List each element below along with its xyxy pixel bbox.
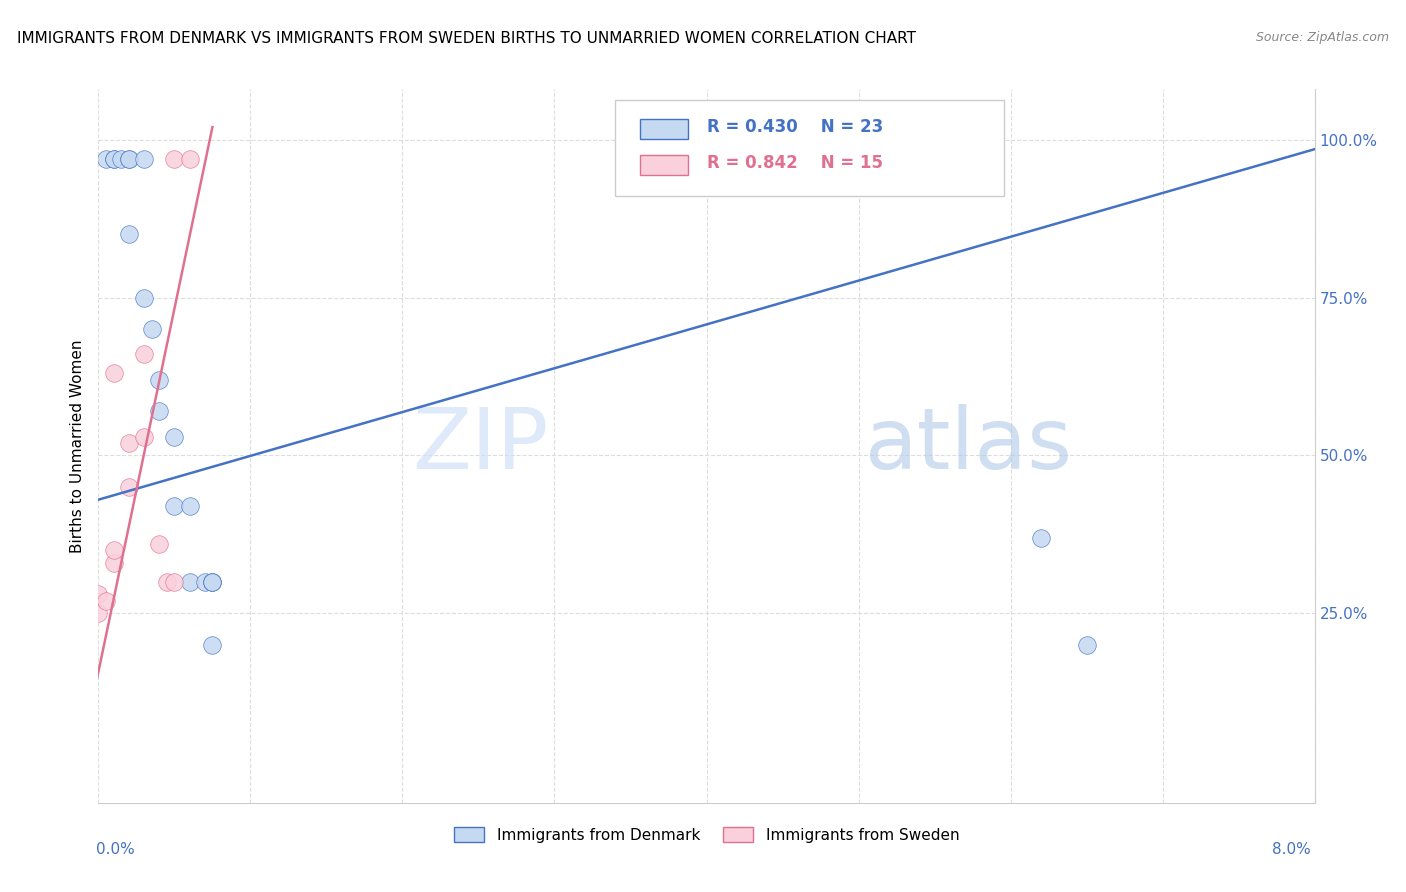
Bar bbox=[640, 155, 689, 175]
Point bbox=[163, 429, 186, 443]
Y-axis label: Births to Unmarried Women: Births to Unmarried Women bbox=[69, 339, 84, 553]
Point bbox=[103, 152, 125, 166]
FancyBboxPatch shape bbox=[616, 100, 1004, 196]
Point bbox=[87, 587, 110, 601]
Text: Source: ZipAtlas.com: Source: ZipAtlas.com bbox=[1256, 31, 1389, 45]
Text: ZIP: ZIP bbox=[412, 404, 548, 488]
Point bbox=[141, 322, 163, 336]
Point bbox=[118, 435, 141, 450]
Point bbox=[110, 152, 132, 166]
Point bbox=[201, 574, 224, 589]
Bar bbox=[640, 120, 689, 139]
Point bbox=[1029, 531, 1052, 545]
Point bbox=[103, 543, 125, 558]
Point bbox=[118, 480, 141, 494]
Point bbox=[103, 152, 125, 166]
Point bbox=[179, 152, 201, 166]
Text: 8.0%: 8.0% bbox=[1271, 842, 1310, 856]
Point bbox=[132, 152, 155, 166]
Point bbox=[201, 574, 224, 589]
Point bbox=[156, 574, 179, 589]
Point bbox=[179, 499, 201, 513]
Point bbox=[132, 347, 155, 361]
Text: R = 0.842    N = 15: R = 0.842 N = 15 bbox=[707, 154, 883, 172]
Point bbox=[94, 152, 117, 166]
Point bbox=[201, 638, 224, 652]
Point bbox=[163, 574, 186, 589]
Legend: Immigrants from Denmark, Immigrants from Sweden: Immigrants from Denmark, Immigrants from… bbox=[447, 821, 966, 848]
Point bbox=[148, 537, 170, 551]
Point bbox=[201, 574, 224, 589]
Point bbox=[148, 404, 170, 418]
Point bbox=[132, 429, 155, 443]
Point bbox=[1076, 638, 1098, 652]
Point bbox=[118, 152, 141, 166]
Point bbox=[103, 367, 125, 381]
Point bbox=[103, 556, 125, 570]
Point bbox=[148, 373, 170, 387]
Point bbox=[118, 152, 141, 166]
Point bbox=[118, 227, 141, 242]
Text: IMMIGRANTS FROM DENMARK VS IMMIGRANTS FROM SWEDEN BIRTHS TO UNMARRIED WOMEN CORR: IMMIGRANTS FROM DENMARK VS IMMIGRANTS FR… bbox=[17, 31, 915, 46]
Point bbox=[179, 574, 201, 589]
Text: 0.0%: 0.0% bbox=[96, 842, 135, 856]
Point bbox=[163, 499, 186, 513]
Point bbox=[194, 574, 217, 589]
Point bbox=[87, 607, 110, 621]
Text: R = 0.430    N = 23: R = 0.430 N = 23 bbox=[707, 118, 883, 136]
Text: atlas: atlas bbox=[865, 404, 1073, 488]
Point bbox=[163, 152, 186, 166]
Point bbox=[94, 593, 117, 607]
Point bbox=[132, 291, 155, 305]
